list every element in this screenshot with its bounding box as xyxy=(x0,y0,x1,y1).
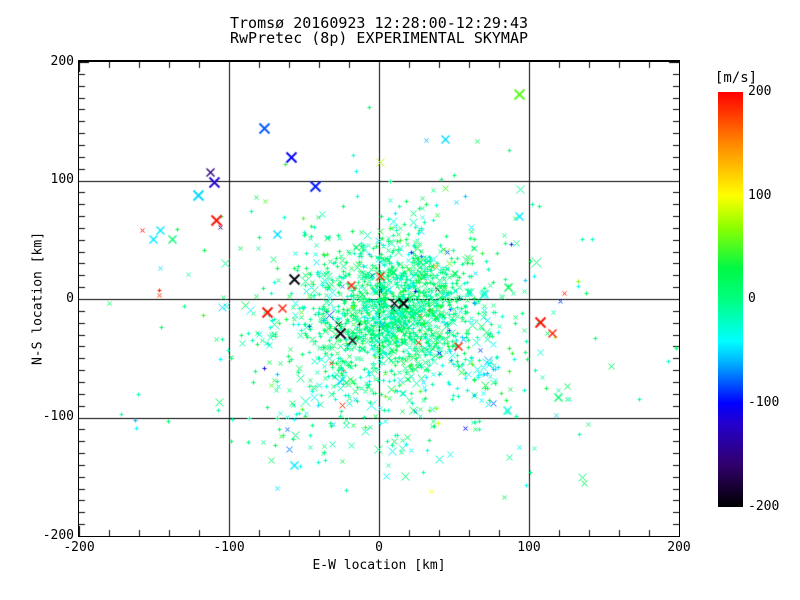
y-axis-tick-label: -200 xyxy=(42,528,74,543)
page-subtitle: RwPretec (8p) EXPERIMENTAL SKYMAP xyxy=(229,29,528,47)
x-axis-tick-label: 0 xyxy=(375,540,383,555)
x-axis-title: E-W location [km] xyxy=(312,558,446,573)
x-axis-tick-label: 200 xyxy=(667,540,691,555)
y-axis-tick-label: 200 xyxy=(50,54,74,69)
y-axis-tick-label: -100 xyxy=(42,409,74,424)
y-axis-tick-label: 0 xyxy=(66,291,74,306)
scatter-canvas xyxy=(79,62,679,536)
x-axis-tick-label: 100 xyxy=(517,540,541,555)
colorbar-tick-label: 100 xyxy=(748,188,772,203)
colorbar-tick-label: 0 xyxy=(748,291,756,306)
y-axis-tick-label: 100 xyxy=(50,172,74,187)
title-block: Tromsø 20160923 12:28:00-12:29:43 RwPret… xyxy=(79,16,679,46)
x-axis-tick-label: -100 xyxy=(213,540,245,555)
colorbar-tick-label: -100 xyxy=(748,395,780,410)
plot-area xyxy=(78,60,680,537)
colorbar-gradient xyxy=(718,92,743,507)
x-axis-tick-label: -200 xyxy=(63,540,95,555)
y-axis-title: N-S location [km] xyxy=(30,231,46,366)
colorbar-unit-label: [m/s] xyxy=(714,70,758,86)
colorbar-tick-label: -200 xyxy=(748,499,780,514)
page-title: Tromsø 20160923 12:28:00-12:29:43 xyxy=(229,14,528,32)
colorbar-tick-label: 200 xyxy=(748,84,772,99)
